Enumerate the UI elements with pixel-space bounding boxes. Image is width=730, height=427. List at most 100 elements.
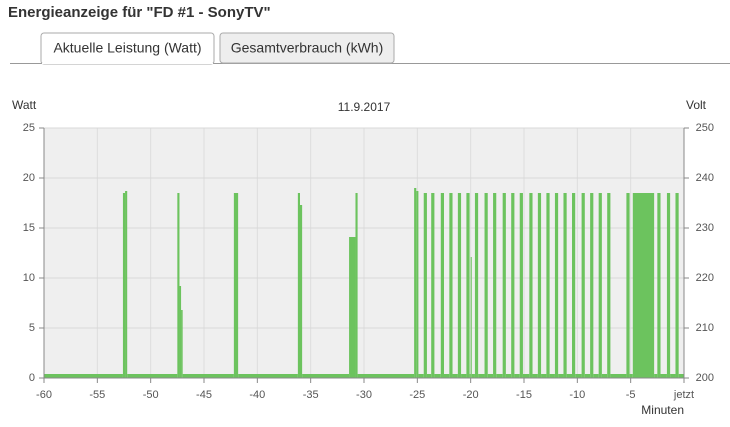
power-step: [181, 310, 183, 378]
power-step: [558, 374, 564, 378]
power-step: [182, 374, 234, 378]
power-step: [666, 193, 671, 378]
power-step: [434, 374, 441, 378]
y2-tick-label: 200: [696, 372, 714, 384]
y-tick-label: 25: [23, 122, 35, 134]
power-step: [632, 193, 655, 378]
power-step: [549, 374, 555, 378]
power-step: [575, 374, 582, 378]
power-step: [519, 193, 523, 378]
y-tick-label: 20: [23, 172, 35, 184]
x-tick-label: -25: [409, 389, 425, 401]
tab-label[interactable]: Gesamtverbrauch (kWh): [231, 40, 383, 56]
power-step: [566, 374, 572, 378]
power-step: [474, 193, 479, 378]
power-step: [670, 374, 676, 378]
power-step: [471, 374, 475, 378]
power-step: [511, 193, 515, 378]
power-step: [654, 374, 658, 378]
power-step: [177, 193, 180, 378]
power-step: [414, 188, 417, 378]
x-tick-label: -50: [143, 389, 159, 401]
x-tick-label: -20: [463, 389, 479, 401]
power-step: [593, 374, 599, 378]
power-step: [418, 374, 424, 378]
x-tick-label: -60: [36, 389, 52, 401]
x-tick-label: -5: [626, 389, 636, 401]
power-step: [457, 193, 462, 378]
power-step: [629, 374, 633, 378]
power-step: [297, 193, 300, 378]
power-step: [300, 205, 303, 378]
power-step: [514, 374, 520, 378]
power-step: [532, 374, 538, 378]
y-tick-label: 10: [23, 272, 35, 284]
power-step: [626, 193, 630, 378]
power-step: [426, 374, 432, 378]
power-step: [444, 374, 450, 378]
power-step: [563, 193, 567, 378]
y-axis-title: Watt: [12, 98, 37, 112]
power-step: [416, 191, 419, 378]
power-step: [541, 374, 547, 378]
power-step: [610, 374, 627, 378]
power-step: [529, 193, 533, 378]
y2-tick-label: 240: [696, 172, 714, 184]
x-tick-label: -35: [303, 389, 319, 401]
power-step: [657, 193, 661, 378]
power-step: [502, 193, 506, 378]
power-step: [678, 374, 684, 378]
x-tick-label: -30: [356, 389, 372, 401]
x-tick-label: -55: [89, 389, 105, 401]
y-tick-label: 0: [29, 372, 35, 384]
x-tick-label: -10: [569, 389, 585, 401]
x-tick-label: -40: [249, 389, 265, 401]
page-title: Energieanzeige für "FD #1 - SonyTV": [8, 4, 271, 21]
power-step: [179, 286, 182, 378]
power-step: [125, 191, 128, 378]
x-axis-title: Minuten: [641, 403, 684, 417]
power-step: [127, 374, 178, 378]
power-step: [431, 193, 435, 378]
y-tick-label: 5: [29, 322, 35, 334]
power-step: [522, 374, 530, 378]
tab[interactable]: [219, 32, 395, 64]
power-step: [44, 374, 123, 378]
power-step: [607, 193, 611, 378]
power-step: [349, 237, 356, 378]
power-step: [238, 374, 298, 378]
power-step: [484, 193, 488, 378]
power-step: [449, 193, 453, 378]
power-step: [233, 193, 239, 378]
x-tick-label: -45: [196, 389, 212, 401]
chart-title: 11.9.2017: [338, 100, 391, 114]
power-step: [581, 193, 585, 378]
tab-bar: Aktuelle Leistung (Watt) Gesamtverbrauch …: [40, 32, 395, 65]
power-step: [493, 193, 497, 378]
tab-label[interactable]: Aktuelle Leistung (Watt): [53, 40, 201, 56]
power-step: [302, 374, 350, 378]
y2-axis-title: Volt: [686, 98, 707, 112]
power-step: [546, 193, 550, 378]
power-step: [601, 374, 608, 378]
power-step: [122, 193, 126, 378]
y-tick-label: 15: [23, 222, 35, 234]
power-step: [466, 193, 470, 378]
power-step: [598, 193, 602, 378]
y2-tick-label: 210: [696, 322, 714, 334]
power-step: [478, 374, 485, 378]
power-step: [469, 374, 471, 378]
power-step: [423, 193, 427, 378]
x-tick-label: -15: [516, 389, 532, 401]
y2-tick-label: 220: [696, 272, 714, 284]
power-step: [355, 193, 358, 378]
power-step: [660, 374, 667, 378]
power-step: [452, 374, 458, 378]
power-step: [675, 193, 679, 378]
power-step: [440, 193, 444, 378]
power-step: [505, 374, 512, 378]
y2-tick-label: 230: [696, 222, 714, 234]
power-step: [470, 257, 472, 378]
power-step: [461, 374, 467, 378]
